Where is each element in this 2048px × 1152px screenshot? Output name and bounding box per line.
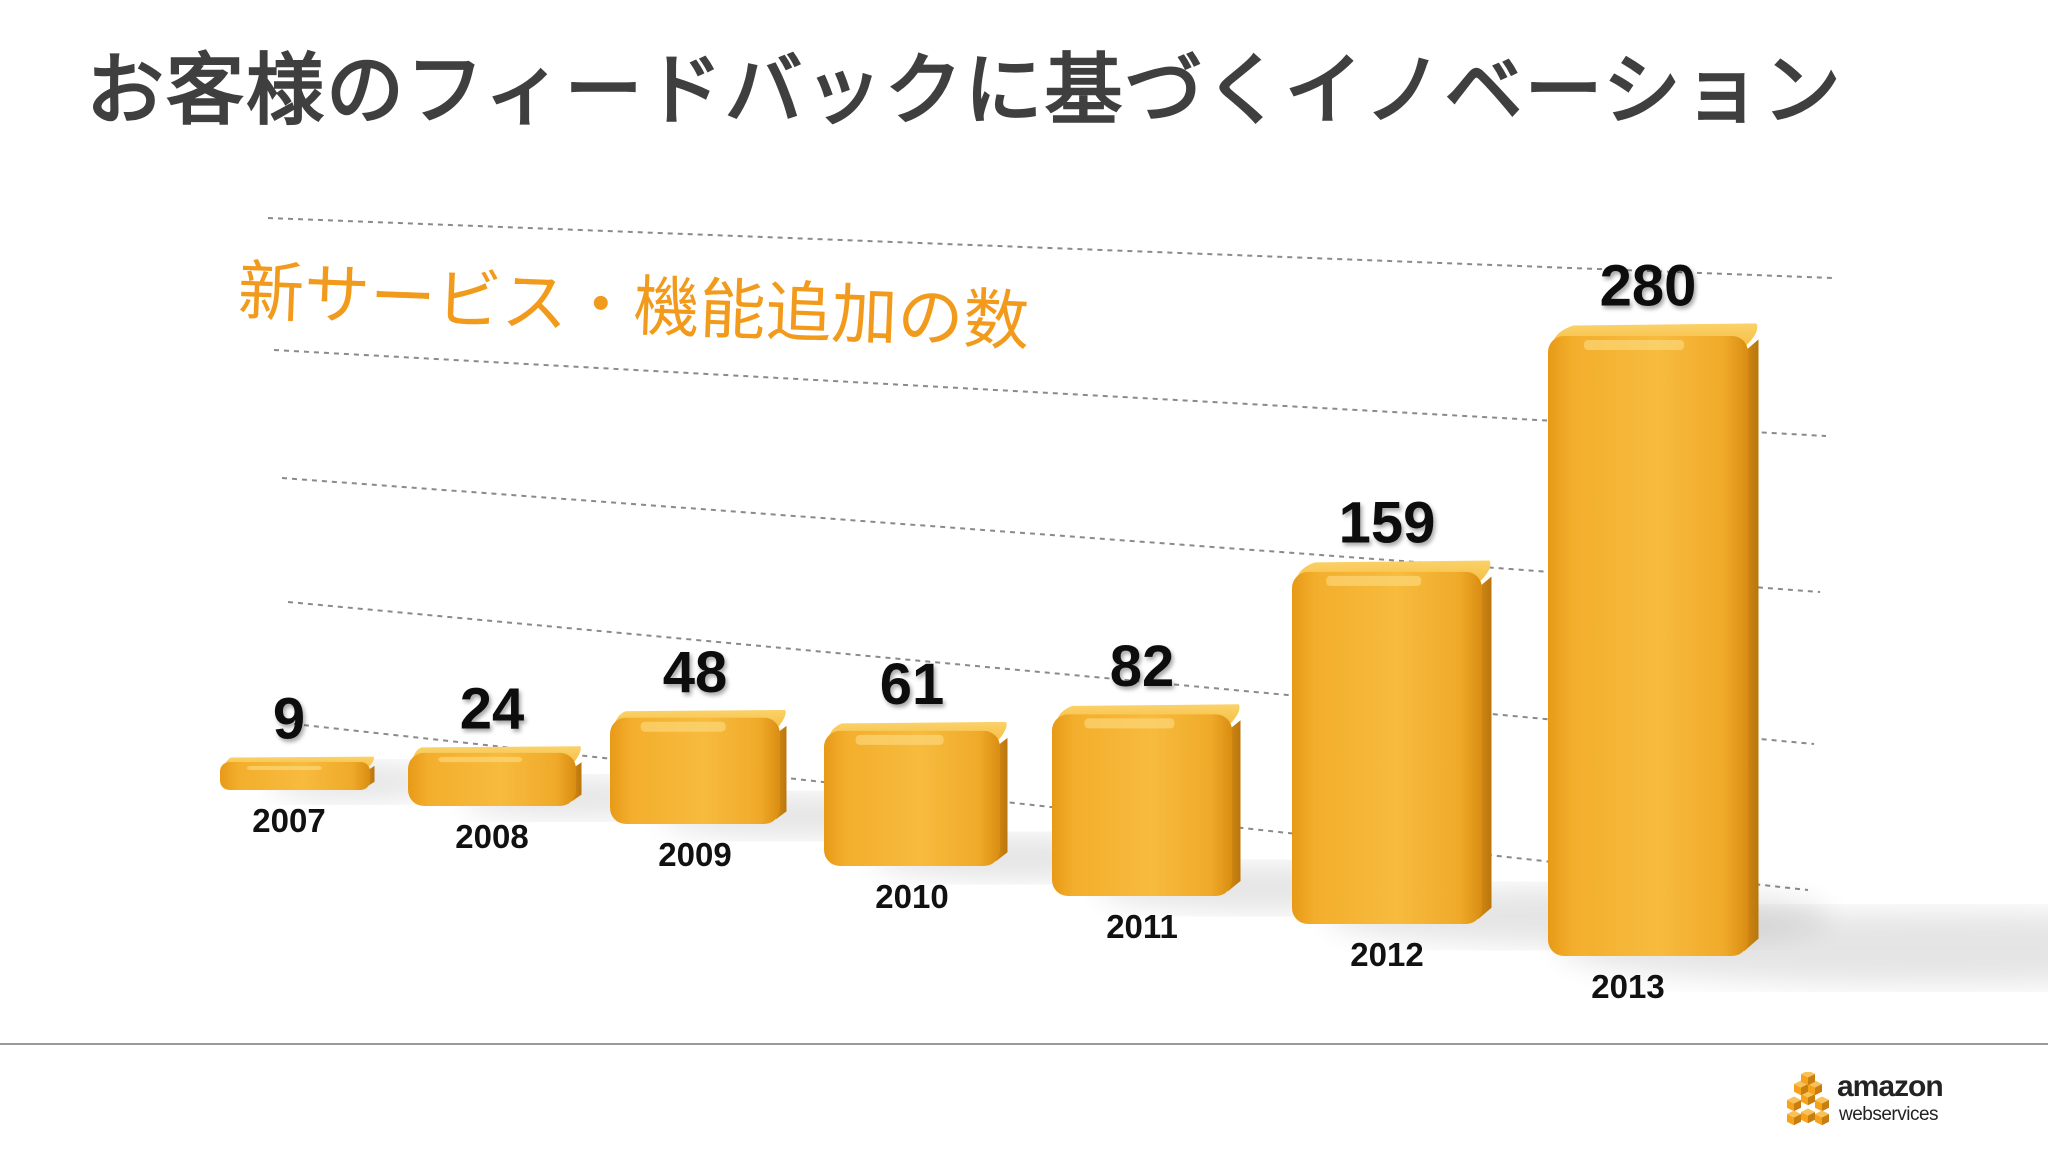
bar-highlight xyxy=(640,721,726,732)
data-labels: 9 24 48 61 82 159 280 xyxy=(273,253,1697,751)
bar-highlight xyxy=(855,734,944,745)
value-label-2012: 159 xyxy=(1339,491,1436,556)
logo-text-webservices: webservices xyxy=(1839,1104,1939,1125)
bar-highlight xyxy=(1326,575,1422,586)
bar-highlight xyxy=(438,756,523,763)
bar-2009 xyxy=(610,709,787,824)
x-tick-labels: 2007 2008 2009 2010 2011 2012 2013 xyxy=(252,802,1664,1005)
bar-front xyxy=(1292,571,1482,924)
bar-highlight xyxy=(247,766,322,770)
bar-highlight xyxy=(1084,718,1175,729)
tick-label-2010: 2010 xyxy=(875,878,948,915)
bar-front xyxy=(610,717,780,824)
tick-label-2008: 2008 xyxy=(455,818,528,855)
tick-label-2011: 2011 xyxy=(1106,908,1178,945)
bar-2010 xyxy=(824,721,1008,866)
bar-highlight xyxy=(1584,340,1684,350)
footer-divider xyxy=(0,1043,2048,1045)
tick-label-2012: 2012 xyxy=(1350,936,1423,973)
value-label-2007: 9 xyxy=(273,687,305,752)
bar-2013 xyxy=(1548,323,1759,956)
bar-front xyxy=(408,752,576,806)
value-label-2011: 82 xyxy=(1110,634,1175,699)
gridline xyxy=(267,217,1833,279)
bars xyxy=(220,323,1759,956)
tick-label-2009: 2009 xyxy=(658,836,731,873)
logo-text-amazon: amazon xyxy=(1837,1070,1944,1103)
value-label-2009: 48 xyxy=(663,640,728,705)
gridline xyxy=(281,477,1821,593)
value-label-2008: 24 xyxy=(460,676,525,741)
slide-title: お客様のフィードバックに基づくイノベーション xyxy=(86,46,1843,136)
value-label-2010: 61 xyxy=(880,652,945,717)
bar-front xyxy=(824,730,1000,866)
bar-front xyxy=(1052,714,1232,896)
aws-cubes-icon xyxy=(1787,1072,1829,1126)
bar-2011 xyxy=(1052,704,1241,896)
tick-label-2013: 2013 xyxy=(1591,968,1664,1005)
amazon-web-services-logo: amazon webservices xyxy=(1785,1068,1945,1134)
bar-2007 xyxy=(220,756,375,790)
value-label-2013: 280 xyxy=(1600,253,1697,318)
bar-2008 xyxy=(408,746,582,806)
bar-front xyxy=(1548,336,1748,956)
tick-label-2007: 2007 xyxy=(252,802,325,839)
bar-2012 xyxy=(1292,560,1492,924)
